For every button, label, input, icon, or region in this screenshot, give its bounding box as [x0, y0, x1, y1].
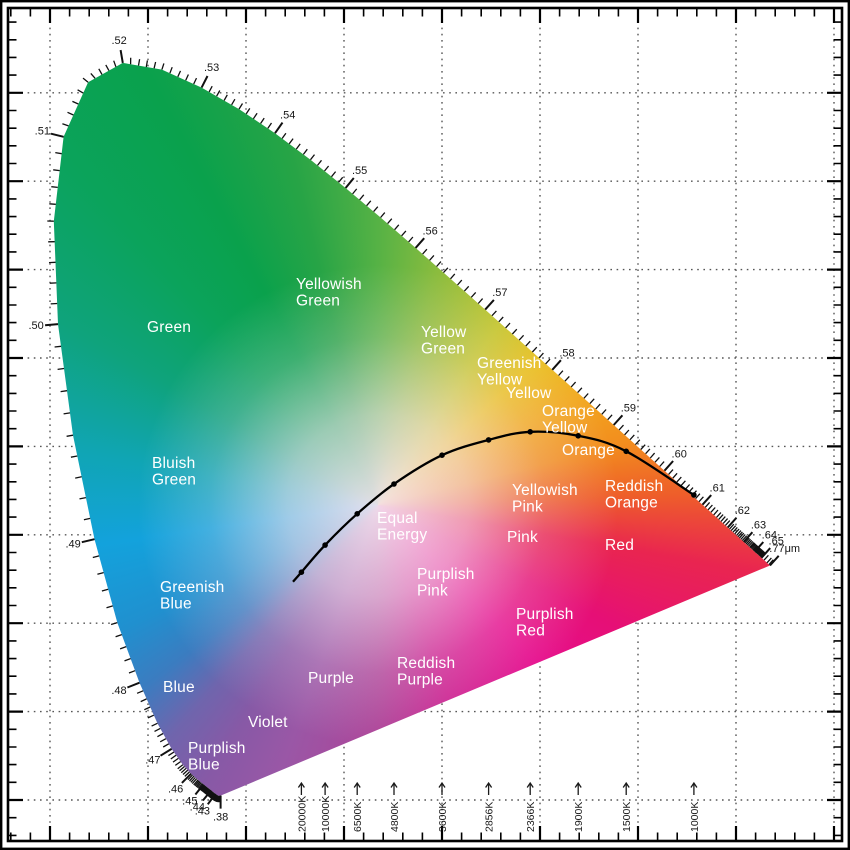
up-arrow-icon: [438, 781, 446, 795]
temperature-dot: [439, 452, 445, 459]
temperature-dot: [322, 542, 328, 548]
plot-frame: [6, 6, 844, 843]
temperature-dot: [623, 448, 629, 455]
wavelength-label: .46: [168, 783, 183, 795]
temperature-label: 10000K: [320, 796, 332, 832]
up-arrow-icon: [390, 781, 398, 795]
wavelength-label: .56: [422, 225, 437, 237]
up-arrow-icon: [574, 781, 582, 795]
wavelength-label: .49: [65, 538, 80, 550]
spectral-locus-ticks-major: [45, 49, 780, 809]
wavelength-label: .60: [672, 448, 687, 460]
temperature-label: 4800K: [389, 802, 401, 832]
temperature-label: 6500K: [352, 802, 364, 832]
color-region-label: Yellowish Green: [296, 276, 362, 310]
wavelength-label: .50: [28, 320, 43, 332]
color-region-label: Yellow Green: [421, 324, 467, 358]
color-region-label: Green: [147, 319, 191, 336]
wavelength-label: .51: [35, 126, 50, 138]
wavelength-label: .62: [735, 505, 750, 517]
color-region-label: Purplish Blue: [188, 740, 246, 774]
wavelength-label: .47: [145, 754, 160, 766]
temperature-label: 20000K: [296, 796, 308, 832]
wavelength-label: .52: [111, 35, 126, 47]
up-arrow-icon: [353, 781, 361, 795]
color-region-label: Orange Yellow: [542, 403, 595, 437]
wavelength-label: .55: [352, 165, 367, 177]
temperature-label: 2856K: [484, 802, 496, 832]
temperature-label: 1900K: [573, 802, 585, 832]
temperature-dot: [527, 429, 533, 435]
wavelength-label: .64: [762, 529, 777, 541]
wavelength-label: .77μm: [769, 543, 800, 555]
color-region-label: Purplish Red: [516, 606, 574, 640]
color-region-label: Red: [605, 537, 634, 554]
temperature-label: 1500K: [621, 802, 633, 832]
temperature-label: 2366K: [525, 802, 537, 832]
up-arrow-icon: [622, 781, 630, 795]
temperature-dot: [391, 481, 397, 487]
temperature-label: 1000K: [689, 802, 701, 832]
temperature-dot: [485, 437, 492, 443]
up-arrow-icon: [526, 781, 534, 795]
frame-ticks-minor: [9, 9, 841, 840]
temperature-dot: [354, 511, 361, 517]
temperature-dot: [691, 492, 697, 498]
color-region-label: Purplish Pink: [417, 566, 475, 600]
color-region-label: Yellowish Pink: [512, 482, 578, 516]
color-region-label: Greenish Blue: [160, 579, 225, 613]
wavelength-label: .57: [492, 287, 507, 299]
temperature-label: 3600K: [437, 802, 449, 832]
wavelength-label: .53: [204, 62, 219, 74]
up-arrow-icon: [485, 781, 493, 795]
color-region-label: Purple: [308, 670, 354, 687]
wavelength-label: .58: [559, 348, 574, 360]
wavelength-label: .38: [213, 812, 228, 824]
color-region-label: Orange: [562, 442, 615, 459]
color-region-label: Yellow: [506, 385, 552, 402]
up-arrow-icon: [297, 781, 305, 795]
wavelength-label: .59: [621, 403, 636, 415]
wavelength-label: .48: [111, 685, 126, 697]
wavelength-label: .54: [280, 109, 295, 121]
color-region-label: Violet: [248, 714, 288, 731]
color-region-label: Greenish Yellow: [477, 355, 542, 389]
color-region-label: Reddish Orange: [605, 478, 663, 512]
color-region-label: Blue: [163, 679, 195, 696]
up-arrow-icon: [690, 781, 698, 795]
wavelength-label: .61: [710, 482, 725, 494]
frame-ticks-major: [9, 9, 841, 840]
wavelength-label: .44: [190, 802, 205, 814]
temperature-dot: [575, 433, 581, 439]
color-region-label: Bluish Green: [152, 455, 196, 489]
color-region-label: Reddish Purple: [397, 655, 455, 689]
up-arrow-icon: [321, 781, 329, 795]
wavelength-label: .45: [182, 796, 197, 808]
wavelength-label: .65: [769, 535, 784, 547]
color-region-label: Pink: [507, 529, 538, 546]
wavelength-label: .43: [195, 806, 210, 818]
temperature-dot: [298, 569, 305, 575]
spectral-locus-ticks-minor: [47, 57, 774, 803]
wavelength-label: .63: [751, 520, 766, 532]
equal-energy-label: Equal Energy: [377, 510, 427, 544]
